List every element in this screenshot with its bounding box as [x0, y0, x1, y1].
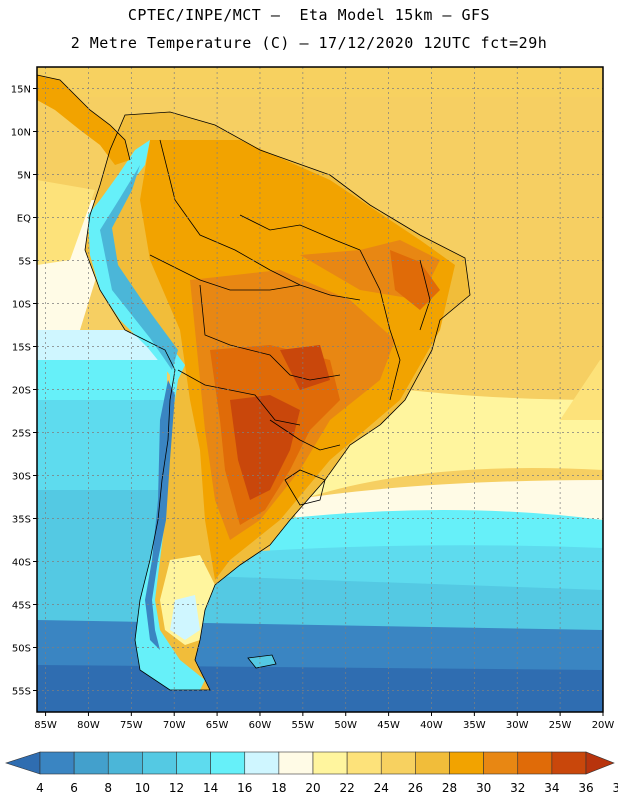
lat-label: 5N [17, 171, 31, 182]
legend-value: 28 [442, 781, 457, 795]
legend-swatch [39, 751, 75, 775]
lon-label: 75W [120, 720, 143, 731]
map-title-line2: 2 Metre Temperature (C) – 17/12/2020 12U… [70, 34, 548, 52]
lat-label: 45S [12, 601, 31, 612]
legend-swatch [107, 751, 143, 775]
lon-label: 70W [163, 720, 186, 731]
lat-label: 15S [12, 343, 31, 354]
legend-value: 36 [578, 781, 593, 795]
longitude-axis: 85W 80W 75W 70W 65W 60W 55W 50W 45W 40W 35W 30W 25W 2… [34, 712, 614, 731]
legend-swatch [278, 751, 314, 775]
lon-label: 80W [77, 720, 100, 731]
lon-label: 45W [377, 720, 400, 731]
lat-label: 10N [11, 128, 31, 139]
lat-label: 50S [12, 644, 31, 655]
lon-label: 40W [420, 720, 443, 731]
legend-value: 4 [36, 781, 44, 795]
legend-value: 6 [70, 781, 78, 795]
legend-value: 32 [510, 781, 525, 795]
legend-value: 38 [612, 781, 618, 795]
legend-arrow-low [5, 751, 41, 775]
lat-label: 25S [12, 429, 31, 440]
legend-swatch [142, 751, 177, 775]
coastlines-and-borders [36, 74, 471, 691]
lon-label: 55W [292, 720, 315, 731]
legend-value: 26 [408, 781, 423, 795]
legend-value: 24 [374, 781, 389, 795]
lon-label: 85W [34, 720, 57, 731]
legend-value: 8 [104, 781, 112, 795]
latitude-axis: 15N 10N 5N EQ 5S 10S 15S 20S 25S 30S 35S 40S 45S 50S 5… [11, 85, 37, 698]
lon-label: 20W [592, 720, 615, 731]
lat-label: 40S [12, 558, 31, 569]
lat-label: 20S [12, 386, 31, 397]
color-scale-legend: 4 6 8 10 12 14 16 18 20 22 24 26 28 30 32 34 36 38 [5, 751, 618, 795]
lat-label: EQ [17, 214, 31, 225]
legend-labels: 4 6 8 10 12 14 16 18 20 22 24 26 28 30 32 34 36 38 [36, 781, 618, 795]
lon-label: 30W [506, 720, 529, 731]
legend-swatch [346, 751, 382, 775]
legend-value: 34 [544, 781, 559, 795]
coordinate-grid [37, 67, 604, 712]
legend-arrow-high [585, 751, 615, 775]
legend-value: 10 [135, 781, 150, 795]
legend-swatch [244, 751, 280, 775]
lat-label: 10S [12, 300, 31, 311]
lat-label: 30S [12, 472, 31, 483]
lon-label: 35W [463, 720, 486, 731]
legend-swatch [380, 751, 416, 775]
legend-value: 20 [305, 781, 320, 795]
legend-swatch [517, 751, 553, 775]
lon-label: 25W [549, 720, 572, 731]
legend-value: 18 [271, 781, 286, 795]
map-title-line1: CPTEC/INPE/MCT – Eta Model 15km – GFS [127, 6, 491, 24]
legend-value: 16 [237, 781, 252, 795]
legend-swatch [176, 751, 211, 775]
legend-swatch [312, 751, 348, 775]
legend-swatch [483, 751, 519, 775]
lon-label: 65W [206, 720, 229, 731]
legend-value: 12 [169, 781, 184, 795]
legend-value: 30 [476, 781, 491, 795]
legend-swatch [551, 751, 587, 775]
legend-swatch [210, 751, 246, 775]
legend-swatch [449, 751, 484, 775]
lat-label: 15N [11, 85, 31, 96]
temperature-map: 15N 10N 5N EQ 5S 10S 15S 20S 25S 30S 35S 40S 45S 50S 5… [11, 66, 614, 731]
lat-label: 5S [18, 257, 31, 268]
legend-value: 14 [203, 781, 218, 795]
legend-swatch [415, 751, 450, 775]
lat-label: 35S [12, 515, 31, 526]
lon-label: 50W [334, 720, 357, 731]
lat-label: 55S [12, 687, 31, 698]
lon-label: 60W [249, 720, 272, 731]
legend-value: 22 [339, 781, 354, 795]
legend-swatch [73, 751, 109, 775]
south-america-temperature-field [37, 75, 470, 690]
legend-color-bar [5, 751, 615, 775]
